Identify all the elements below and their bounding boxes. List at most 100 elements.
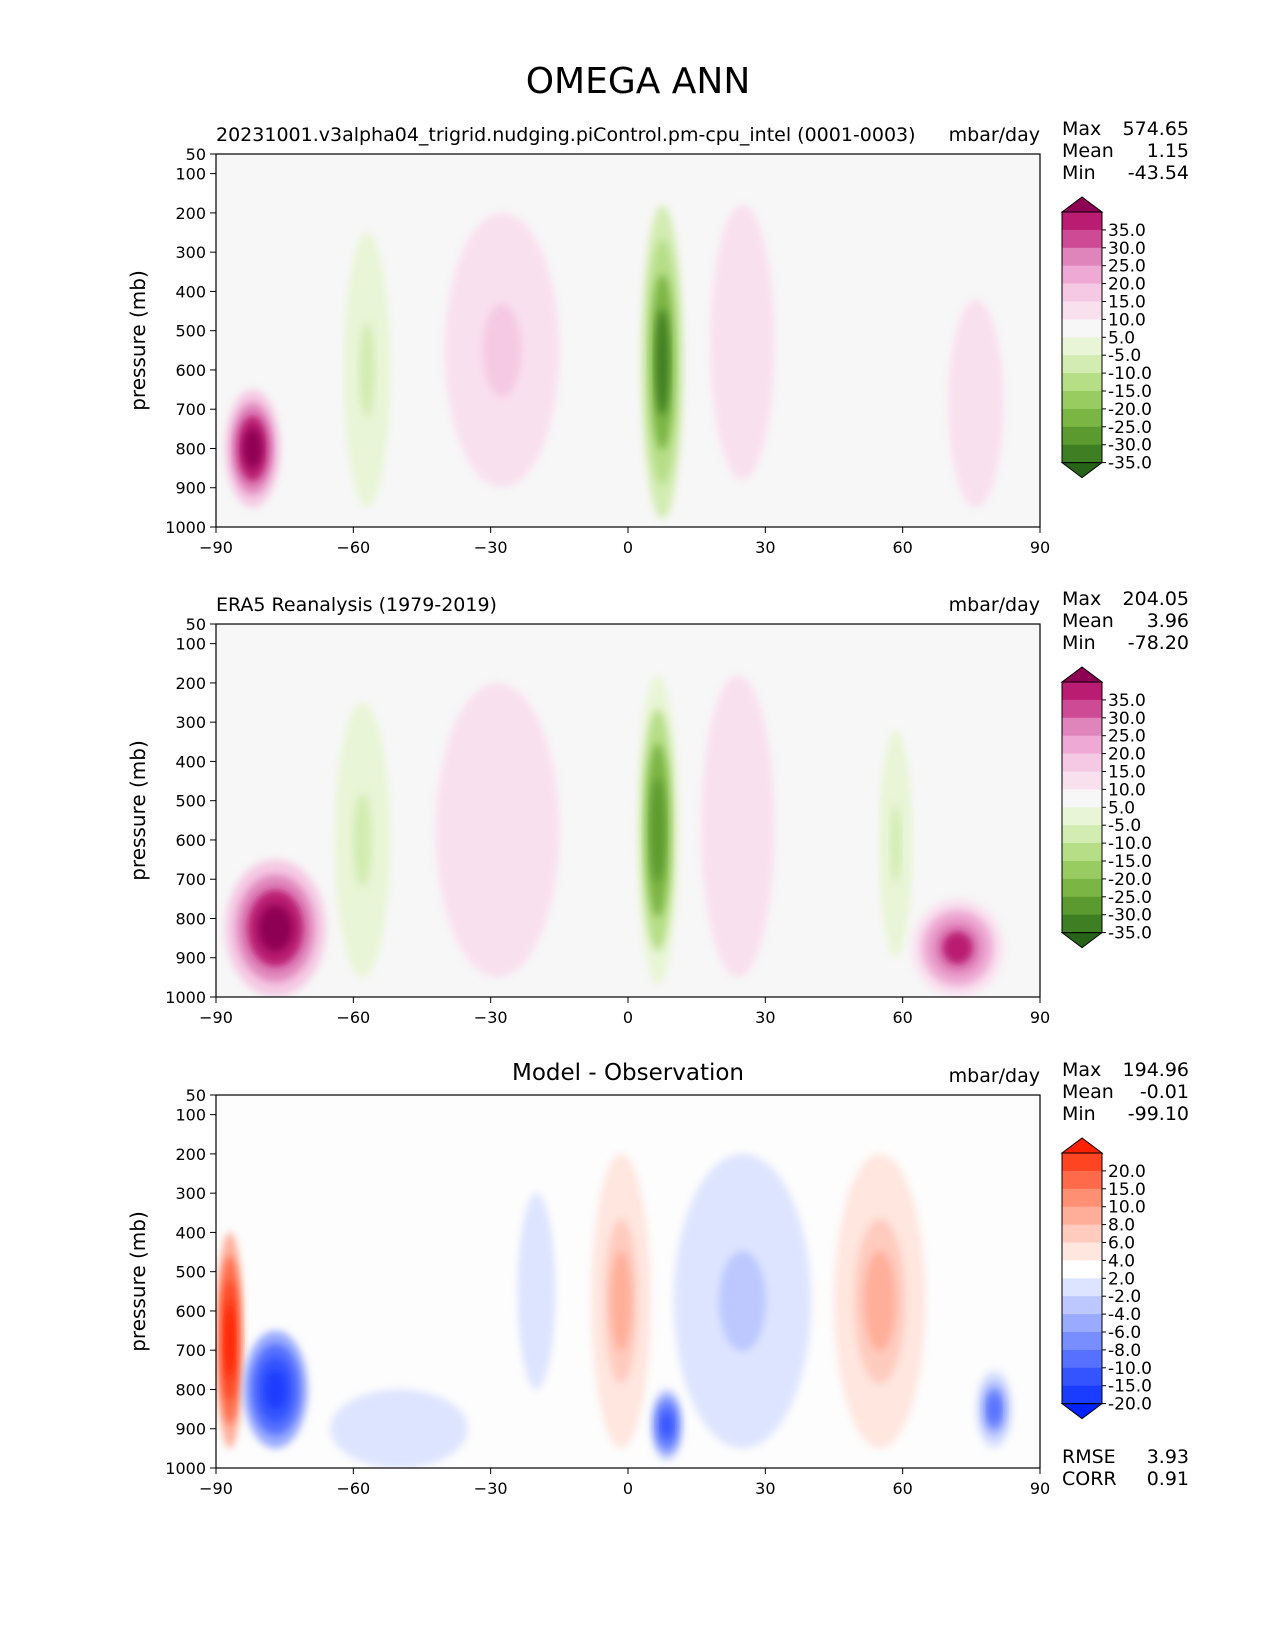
stat-mean-label: Mean: [1062, 610, 1114, 632]
colorbar-label: 25.0: [1108, 727, 1146, 747]
colorbar-segment: [1062, 1278, 1102, 1297]
colorbar-segment: [1062, 861, 1102, 880]
contour-level: [476, 780, 519, 881]
y-tick-label: 700: [175, 870, 206, 889]
y-tick-label: 400: [175, 1223, 206, 1242]
y-tick-label: 600: [175, 831, 206, 850]
contour-itcz-negative: [650, 1389, 683, 1461]
y-tick-label: 1000: [165, 1459, 206, 1478]
stat-mean-value: -0.01: [1140, 1081, 1189, 1103]
y-tick-label: 700: [175, 1341, 206, 1360]
contour-southern-pole-dipole-positive: [216, 1232, 244, 1449]
contour-field: [225, 205, 1004, 520]
x-tick-label: 90: [1030, 1479, 1050, 1498]
y-tick-label: 800: [175, 439, 206, 458]
colorbar-extend-min: [1060, 932, 1104, 949]
stats: Max 204.05 Mean 3.96 Min -78.20: [1062, 588, 1189, 654]
colorbar-segment: [1062, 1224, 1102, 1243]
y-tick-label: 400: [175, 752, 206, 771]
y-tick-label: 800: [175, 1380, 206, 1399]
x-tick-label: −90: [199, 538, 233, 557]
y-tick-label: 50: [186, 145, 206, 164]
contour-level: [225, 1303, 235, 1378]
colorbar-segment: [1062, 301, 1102, 320]
colorbar-label: 8.0: [1108, 1216, 1135, 1236]
x-tick-label: 60: [892, 1008, 912, 1027]
units-label: mbar/day: [949, 124, 1040, 146]
colorbar-segment: [1062, 1206, 1102, 1226]
colorbar-extend-max: [1060, 1137, 1104, 1154]
stat-max-value: 204.05: [1123, 588, 1189, 610]
units-label: mbar/day: [949, 1065, 1040, 1087]
colorbar-label: -4.0: [1108, 1305, 1141, 1325]
x-tick-label: 30: [755, 1479, 775, 1498]
contour-itcz-descent-core: [641, 205, 683, 520]
colorbar-label: -10.0: [1108, 834, 1152, 854]
colorbar-segment: [1062, 825, 1102, 844]
colorbar-label: 10.0: [1108, 780, 1146, 800]
contour-level: [725, 774, 751, 878]
colorbar-label: 15.0: [1108, 763, 1146, 783]
stat-max-label: Max: [1062, 588, 1101, 610]
colorbar-segment: [1062, 735, 1102, 755]
colorbar-label: -25.0: [1108, 888, 1152, 908]
y-tick-label: 200: [175, 674, 206, 693]
y-tick-label: 600: [175, 361, 206, 380]
x-tick-label: −60: [336, 1479, 370, 1498]
colorbar: 20.015.010.08.06.04.02.0-2.0-4.0-6.0-8.0…: [1060, 1137, 1152, 1420]
colorbar-segment: [1062, 789, 1102, 808]
colorbar-label: 10.0: [1108, 1198, 1146, 1218]
colorbar-segment: [1062, 896, 1102, 916]
y-tick-label: 200: [175, 204, 206, 223]
colorbar-label: -20.0: [1108, 1395, 1152, 1415]
colorbar-segment: [1062, 212, 1102, 231]
y-axis-label: pressure (mb): [126, 1211, 150, 1352]
contour-level: [611, 1251, 632, 1352]
contour-subtropical-south-ascent: [444, 212, 560, 488]
stat-min-value: -99.10: [1128, 1103, 1189, 1125]
contour-level: [264, 1369, 287, 1410]
colorbar-label: -20.0: [1108, 870, 1152, 890]
contour-polar-front-descent: [879, 730, 912, 958]
contour-antarctic-ascent: [225, 859, 326, 997]
colorbar-label: 15.0: [1108, 1180, 1146, 1200]
y-tick-label: 100: [175, 165, 206, 184]
colorbar-segment: [1062, 408, 1102, 428]
y-tick-label: 700: [175, 400, 206, 419]
stat-max-value: 574.65: [1123, 118, 1189, 140]
contour-arctic-negative: [975, 1369, 1013, 1449]
colorbar-extend-min: [1060, 1403, 1104, 1420]
colorbar-label: 30.0: [1108, 239, 1146, 259]
contour-southern-midlatitude-descent: [335, 702, 390, 978]
contour-level: [258, 904, 293, 952]
x-tick-label: 0: [623, 1008, 633, 1027]
x-tick-label: 90: [1030, 538, 1050, 557]
x-tick-label: 0: [623, 1479, 633, 1498]
stat-mean-label: Mean: [1062, 1081, 1114, 1103]
contour-level: [359, 323, 375, 417]
colorbar-segment: [1062, 699, 1102, 719]
colorbar-extend-min: [1060, 462, 1104, 479]
colorbar-segment: [1062, 391, 1102, 410]
y-tick-label: 100: [175, 1106, 206, 1125]
y-tick-label: 1000: [165, 518, 206, 537]
stat-mean-label: Mean: [1062, 140, 1114, 162]
colorbar-label: -6.0: [1108, 1323, 1141, 1343]
x-tick-label: 30: [755, 538, 775, 557]
colorbar-segment: [1062, 1296, 1102, 1315]
colorbar-label: 20.0: [1108, 1162, 1146, 1182]
colorbar-segment: [1062, 1314, 1102, 1333]
panel-title: 20231001.v3alpha04_trigrid.nudging.piCon…: [216, 124, 916, 146]
stat-min-label: Min: [1062, 632, 1096, 654]
contour-level: [719, 1251, 766, 1352]
y-tick-label: 500: [175, 322, 206, 341]
contour-itcz-descent-core: [637, 675, 679, 986]
colorbar-label: 20.0: [1108, 275, 1146, 295]
colorbar-label: -15.0: [1108, 852, 1152, 872]
y-tick-label: 900: [175, 1420, 206, 1439]
metrics: RMSE 3.93 CORR 0.91: [1062, 1446, 1189, 1490]
colorbar-segment: [1062, 337, 1102, 356]
panel-model: 20231001.v3alpha04_trigrid.nudging.piCon…: [126, 118, 1189, 557]
y-tick-label: 100: [175, 635, 206, 654]
